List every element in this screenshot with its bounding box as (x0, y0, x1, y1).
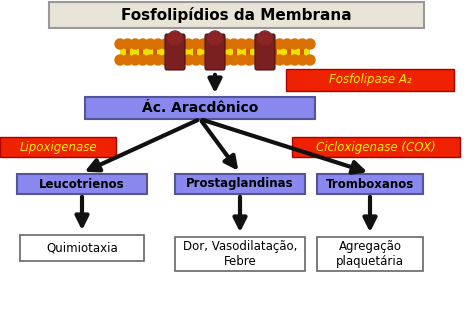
FancyBboxPatch shape (140, 47, 143, 57)
Text: Quimiotaxia: Quimiotaxia (46, 242, 118, 254)
Circle shape (206, 55, 216, 65)
FancyBboxPatch shape (273, 47, 277, 57)
Circle shape (298, 39, 307, 49)
Text: Tromboxanos: Tromboxanos (326, 178, 414, 190)
FancyBboxPatch shape (260, 47, 264, 57)
FancyBboxPatch shape (166, 47, 170, 57)
Text: Fosfolipase A₂: Fosfolipase A₂ (329, 74, 412, 86)
Circle shape (176, 55, 186, 65)
Circle shape (252, 55, 262, 65)
Circle shape (259, 39, 270, 49)
Circle shape (145, 55, 156, 65)
Circle shape (305, 39, 315, 49)
FancyBboxPatch shape (205, 34, 225, 70)
Text: Lipoxigenase: Lipoxigenase (19, 140, 97, 154)
Circle shape (282, 55, 292, 65)
Circle shape (258, 31, 272, 45)
FancyBboxPatch shape (120, 46, 310, 58)
Circle shape (259, 55, 270, 65)
Circle shape (298, 55, 307, 65)
FancyBboxPatch shape (317, 237, 423, 271)
Text: Dor, Vasodilatação,
Febre: Dor, Vasodilatação, Febre (183, 240, 297, 268)
Circle shape (214, 55, 224, 65)
Circle shape (123, 55, 132, 65)
Text: Fosfolipídios da Membrana: Fosfolipídios da Membrana (121, 7, 351, 23)
FancyBboxPatch shape (17, 174, 147, 194)
Circle shape (168, 39, 178, 49)
Text: Prostaglandinas: Prostaglandinas (186, 178, 294, 190)
FancyBboxPatch shape (233, 47, 237, 57)
Circle shape (161, 39, 171, 49)
FancyBboxPatch shape (292, 137, 460, 157)
Circle shape (229, 39, 239, 49)
Circle shape (176, 39, 186, 49)
FancyBboxPatch shape (153, 47, 157, 57)
FancyBboxPatch shape (165, 34, 185, 70)
Circle shape (267, 55, 277, 65)
Circle shape (123, 39, 132, 49)
Circle shape (221, 55, 231, 65)
Circle shape (275, 55, 285, 65)
Circle shape (153, 55, 163, 65)
Circle shape (168, 31, 182, 45)
FancyBboxPatch shape (219, 47, 224, 57)
Text: Leucotrienos: Leucotrienos (39, 178, 125, 190)
Circle shape (305, 55, 315, 65)
Circle shape (153, 39, 163, 49)
FancyBboxPatch shape (0, 137, 116, 157)
Circle shape (184, 55, 193, 65)
Circle shape (199, 39, 209, 49)
Circle shape (115, 39, 125, 49)
Circle shape (168, 55, 178, 65)
Circle shape (115, 55, 125, 65)
Circle shape (290, 39, 300, 49)
Circle shape (236, 55, 246, 65)
FancyBboxPatch shape (317, 174, 423, 194)
FancyBboxPatch shape (193, 47, 197, 57)
FancyBboxPatch shape (49, 2, 423, 28)
Text: Cicloxigenase (COX): Cicloxigenase (COX) (316, 140, 436, 154)
Circle shape (252, 39, 262, 49)
Circle shape (229, 55, 239, 65)
Circle shape (138, 39, 148, 49)
Circle shape (214, 39, 224, 49)
Circle shape (184, 39, 193, 49)
Circle shape (267, 39, 277, 49)
FancyBboxPatch shape (255, 34, 275, 70)
Circle shape (145, 39, 156, 49)
Text: Ác. Aracdônico: Ác. Aracdônico (142, 101, 258, 115)
FancyBboxPatch shape (175, 174, 305, 194)
Circle shape (221, 39, 231, 49)
FancyBboxPatch shape (180, 47, 184, 57)
Circle shape (199, 55, 209, 65)
FancyBboxPatch shape (286, 69, 454, 91)
Circle shape (236, 39, 246, 49)
FancyBboxPatch shape (85, 97, 315, 119)
FancyBboxPatch shape (175, 237, 305, 271)
Circle shape (138, 55, 148, 65)
FancyBboxPatch shape (206, 47, 210, 57)
Circle shape (208, 31, 222, 45)
Circle shape (282, 39, 292, 49)
Circle shape (206, 39, 216, 49)
FancyBboxPatch shape (20, 235, 144, 261)
FancyBboxPatch shape (300, 47, 304, 57)
Text: Agregação
plaquetária: Agregação plaquetária (336, 240, 404, 268)
Circle shape (244, 55, 254, 65)
Circle shape (290, 55, 300, 65)
Circle shape (191, 55, 201, 65)
Circle shape (244, 39, 254, 49)
Circle shape (130, 39, 140, 49)
FancyBboxPatch shape (126, 47, 130, 57)
Circle shape (191, 39, 201, 49)
FancyBboxPatch shape (287, 47, 290, 57)
Circle shape (161, 55, 171, 65)
Circle shape (275, 39, 285, 49)
FancyBboxPatch shape (246, 47, 251, 57)
Circle shape (130, 55, 140, 65)
